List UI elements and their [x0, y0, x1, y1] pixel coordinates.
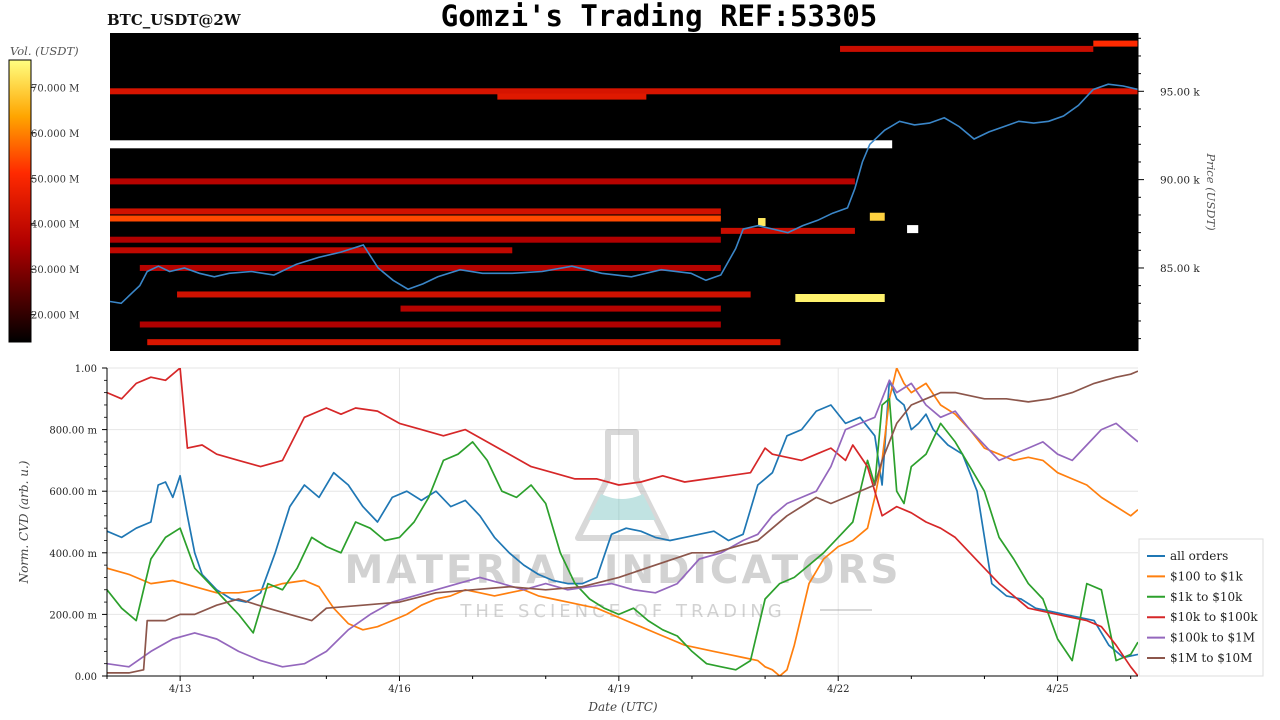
x-tick-label: 4/25 — [1046, 684, 1068, 695]
heatmap-band — [110, 236, 721, 243]
heatmap-panel: 85.00 k 90.00 k 95.00 k Price (USDT) Vol. … — [8, 33, 1218, 351]
y-tick-label: 600.00 m — [49, 487, 97, 498]
y-tick-label: 800.00 m — [49, 426, 97, 437]
price-tick-label: 85.00 k — [1160, 263, 1200, 275]
price-axis-label: Price (USDT) — [1204, 152, 1218, 230]
price-line — [110, 83, 1138, 305]
heatmap-band — [758, 218, 766, 227]
y-tick-label: 400.00 m — [49, 549, 97, 560]
legend-label: $100k to $1M — [1170, 631, 1255, 645]
colorbar-tick-label: 20.000 M — [31, 311, 79, 322]
colorbar-tick-label: 30.000 M — [31, 265, 79, 276]
legend-label: $10k to $100k — [1170, 610, 1258, 624]
flask-liquid-icon — [588, 494, 656, 520]
x-tick-label: 4/19 — [608, 684, 630, 695]
x-tick-label: 4/13 — [169, 684, 191, 695]
colorbar-label: Vol. (USDT) — [10, 44, 79, 58]
heatmap-band — [177, 291, 751, 298]
heatmap-band — [840, 45, 1094, 52]
watermark-tagline: THE SCIENCE OF TRADING — [459, 601, 785, 622]
y-axis-label: Norm. CVD (arb. u.) — [17, 460, 31, 584]
heatmap-band — [110, 178, 855, 185]
heatmap-band — [110, 140, 893, 149]
page-title: Gomzi's Trading REF:53305 — [441, 0, 878, 33]
heatmap-band — [147, 339, 781, 346]
colorbar-tick-label: 70.000 M — [31, 83, 79, 94]
heatmap-band — [110, 208, 721, 215]
heatmap-band — [110, 247, 513, 254]
colorbar — [8, 59, 32, 343]
heatmap-background — [110, 33, 1138, 351]
price-tick-label: 90.00 k — [1160, 175, 1200, 187]
symbol-label: BTC_USDT@2W — [107, 11, 242, 29]
legend-label: $100 to $1k — [1170, 569, 1243, 583]
heatmap-band — [497, 93, 647, 100]
series-line-s1k_10k — [107, 397, 1138, 671]
flask-icon — [575, 429, 669, 541]
y-tick-label: 200.00 m — [49, 610, 97, 621]
cvd-panel: MATERIAL INDICATORS THE SCIENCE OF TRADI… — [17, 364, 1264, 714]
colorbar-tick-label: 40.000 M — [31, 220, 79, 231]
legend-label: all orders — [1170, 549, 1228, 563]
heatmap-band — [139, 321, 721, 328]
series-line-s100k_1m — [107, 379, 1138, 668]
heatmap-band — [907, 225, 919, 234]
price-tick-label: 95.00 k — [1160, 86, 1200, 98]
colorbar-tick-label: 50.000 M — [31, 174, 79, 185]
series-line-s10k_100k — [107, 368, 1138, 676]
heatmap-band — [139, 264, 721, 271]
x-axis-label: Date (UTC) — [587, 700, 657, 714]
heatmap-band — [1093, 40, 1138, 47]
legend-label: $1k to $10k — [1170, 590, 1243, 604]
heatmap-band — [400, 305, 721, 312]
x-tick-label: 4/16 — [388, 684, 410, 695]
heatmap-band — [110, 215, 721, 222]
y-tick-label: 1.00 — [75, 364, 97, 375]
legend-box — [1138, 538, 1264, 677]
x-tick-label: 4/22 — [827, 684, 849, 695]
watermark-brand: MATERIAL INDICATORS — [344, 548, 901, 593]
colorbar-tick-label: 60.000 M — [31, 129, 79, 140]
watermark: MATERIAL INDICATORS THE SCIENCE OF TRADI… — [344, 429, 901, 622]
series-line-s1m_10m — [107, 370, 1138, 674]
heatmap-band — [869, 212, 885, 221]
legend: all orders $100 to $1k $1k to $10k $10k to … — [1138, 538, 1264, 677]
heatmap-band — [720, 227, 855, 234]
legend-label: $1M to $10M — [1170, 651, 1252, 665]
heatmap-band — [110, 88, 1138, 95]
heatmap-band — [795, 294, 885, 302]
y-tick-label: 0.00 — [75, 672, 97, 683]
